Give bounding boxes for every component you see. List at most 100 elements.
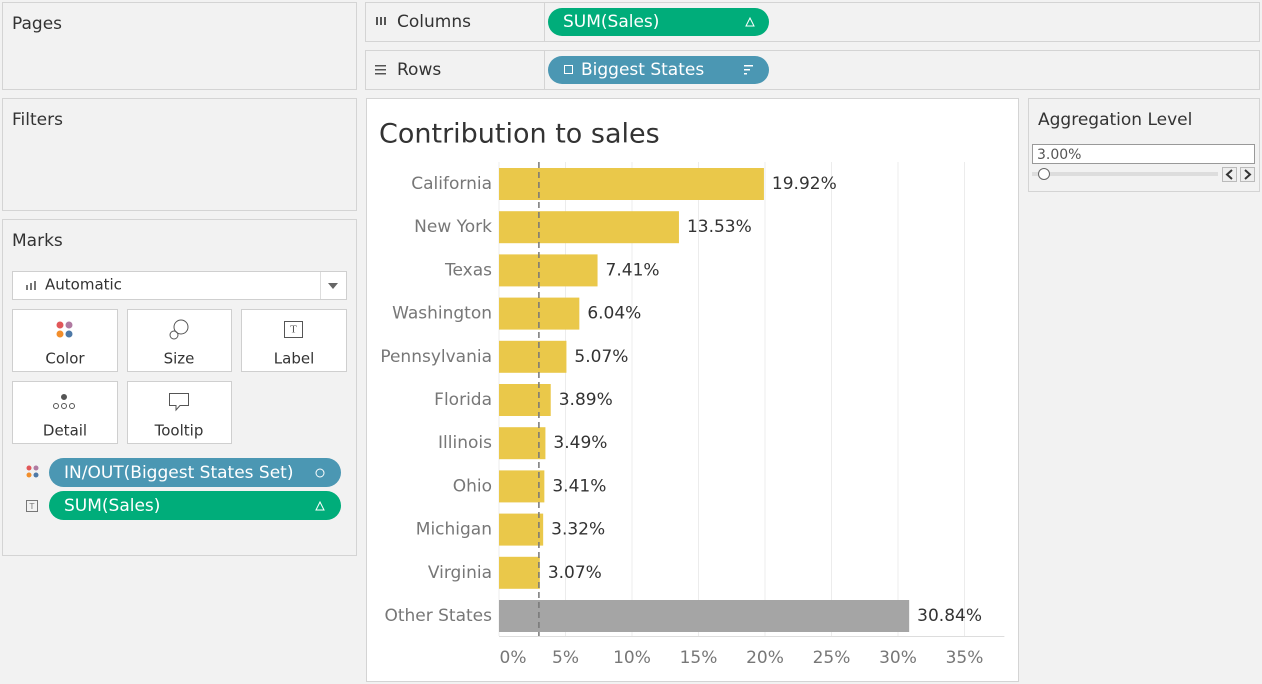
filters-title: Filters — [12, 110, 63, 130]
data-label: 6.04% — [587, 304, 641, 324]
color-shelf-icon — [26, 465, 39, 478]
rows-pill[interactable] — [548, 56, 769, 84]
y-tick-label: Illinois — [438, 433, 492, 453]
dropdown-arrow — [328, 283, 338, 289]
detail-button[interactable] — [12, 381, 118, 444]
x-tick-label: 25% — [813, 648, 851, 668]
columns-label: Columns — [397, 12, 471, 32]
bar — [499, 340, 567, 373]
data-label: 3.49% — [553, 433, 607, 453]
y-tick-label: Virginia — [428, 563, 492, 583]
pages-panel — [2, 2, 357, 90]
parameter-title: Aggregation Level — [1038, 110, 1192, 130]
bar — [499, 384, 551, 416]
rows-shelf — [365, 50, 1260, 90]
delta-icon — [315, 500, 325, 511]
mark-type-dropdown[interactable] — [12, 271, 347, 300]
svg-text:T: T — [29, 502, 35, 511]
y-tick-label: Florida — [434, 390, 492, 410]
button-label: Color — [45, 350, 85, 368]
pill-label: SUM(Sales) — [563, 12, 659, 32]
tooltip-button[interactable] — [127, 381, 232, 444]
set-icon — [315, 468, 325, 478]
parameter-input[interactable] — [1032, 144, 1255, 164]
rows-icon — [375, 65, 386, 75]
data-label: 7.41% — [606, 260, 660, 280]
bar-icon — [26, 281, 36, 290]
sort-icon — [744, 65, 753, 75]
next-arrow — [1244, 169, 1252, 180]
slider-prev[interactable] — [1222, 167, 1237, 182]
data-label: 3.41% — [552, 476, 606, 496]
y-tick-label: Michigan — [416, 520, 492, 540]
x-tick-label: 20% — [746, 648, 784, 668]
data-label: 13.53% — [687, 217, 752, 237]
color-icon — [56, 321, 73, 338]
detail-icon — [53, 394, 75, 409]
data-label: 30.84% — [917, 606, 982, 626]
pages-title: Pages — [12, 14, 62, 34]
chart-title: Contribution to sales — [379, 119, 660, 150]
x-tick-label: 15% — [680, 648, 718, 668]
y-tick-label: Washington — [392, 304, 492, 324]
svg-text:T: T — [290, 324, 297, 336]
bar — [499, 470, 545, 503]
expand-icon — [564, 65, 573, 74]
x-tick-label: 0% — [500, 648, 527, 668]
prev-arrow — [1225, 169, 1233, 180]
filters-panel — [2, 98, 357, 211]
y-tick-label: Texas — [444, 260, 492, 280]
data-label: 3.07% — [548, 563, 602, 583]
x-tick-label: 30% — [879, 648, 917, 668]
label-shelf-icon: T — [26, 500, 38, 512]
label-button[interactable] — [241, 309, 347, 372]
bar — [499, 556, 540, 589]
x-tick-label: 10% — [613, 648, 651, 668]
delta-icon — [745, 16, 755, 27]
data-label: 19.92% — [772, 174, 837, 194]
parameter-value: 3.00% — [1037, 147, 1081, 163]
slider-thumb[interactable] — [1038, 168, 1050, 180]
button-label: Tooltip — [154, 422, 204, 440]
bar — [499, 600, 910, 632]
bar — [499, 254, 598, 287]
slider-next[interactable] — [1240, 167, 1255, 182]
x-tick-label: 35% — [946, 648, 984, 668]
button-label: Detail — [43, 422, 87, 440]
sales-pill[interactable] — [49, 491, 341, 520]
bar — [499, 168, 764, 200]
mark-type: Automatic — [45, 276, 122, 294]
bar — [499, 513, 544, 546]
slider-track — [1032, 172, 1218, 176]
rows-label: Rows — [397, 60, 441, 80]
columns-icon — [376, 17, 386, 25]
tooltip-icon — [169, 393, 189, 412]
y-tick-label: New York — [414, 217, 492, 237]
data-label: 3.89% — [559, 390, 613, 410]
size-button[interactable] — [127, 309, 232, 372]
columns-pill[interactable] — [548, 8, 769, 36]
y-tick-label: California — [411, 174, 492, 194]
marks-title: Marks — [12, 231, 63, 251]
bar — [499, 211, 679, 244]
set-pill[interactable] — [49, 458, 341, 487]
data-label: 5.07% — [574, 347, 628, 367]
data-label: 3.32% — [551, 520, 605, 540]
chart: 0% 5% 10% 15% 20% 25% 30% 35% California 19.92% Ne… — [380, 162, 1005, 668]
x-tick-label: 5% — [552, 648, 579, 668]
button-label: Size — [164, 350, 195, 368]
button-label: Label — [274, 350, 314, 368]
y-tick-label: Ohio — [453, 476, 492, 496]
bar — [499, 427, 546, 460]
color-button[interactable] — [12, 309, 118, 372]
y-tick-label: Other States — [384, 606, 492, 626]
label-icon: T — [284, 321, 303, 338]
columns-shelf — [365, 2, 1260, 42]
size-icon — [169, 319, 189, 340]
pill-label: IN/OUT(Biggest States Set) — [64, 463, 293, 483]
y-tick-label: Pennsylvania — [380, 347, 492, 367]
pill-label: Biggest States — [581, 60, 704, 80]
pill-label: SUM(Sales) — [64, 496, 160, 516]
